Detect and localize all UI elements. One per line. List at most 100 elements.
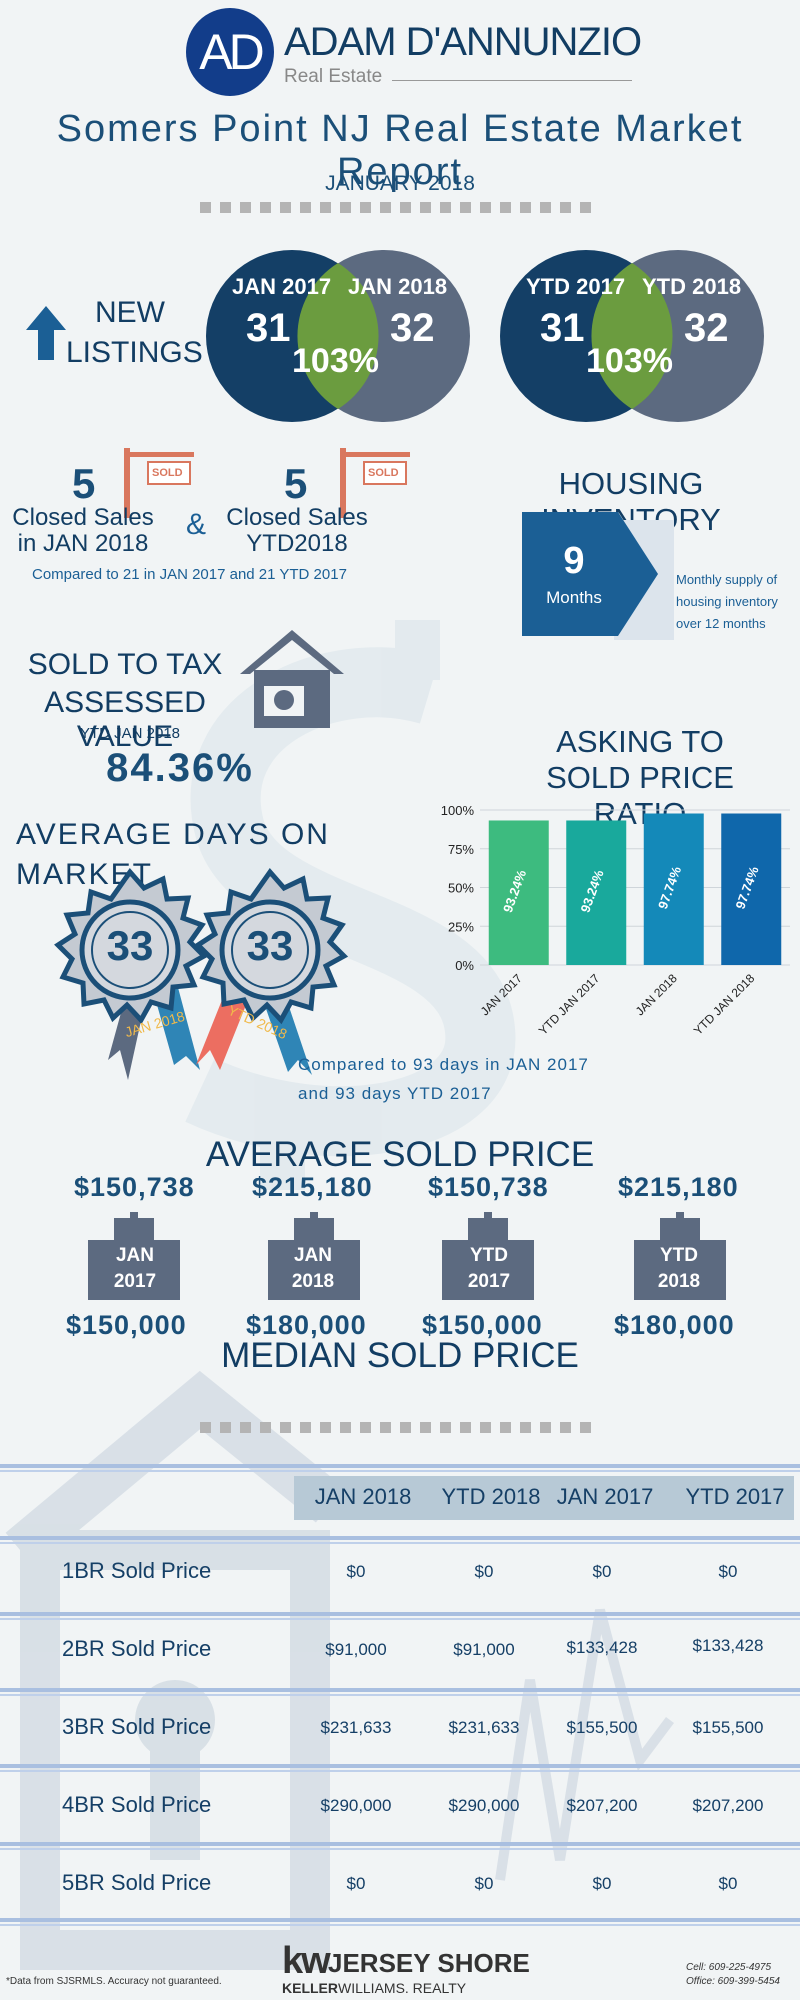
sold-sign-text-1: SOLD bbox=[152, 467, 183, 479]
bldg2-line2: 2018 bbox=[291, 1271, 335, 1292]
chart-category-label: JAN 2017 bbox=[478, 971, 525, 1018]
avg-price-2: $215,180 bbox=[252, 1172, 373, 1202]
closed-sales-month-line1: Closed Sales bbox=[12, 504, 154, 531]
building-icon bbox=[442, 1212, 534, 1300]
page-title: Somers Point NJ Real Estate Market Repor… bbox=[56, 108, 744, 193]
table-cell: $133,428 bbox=[692, 1636, 764, 1655]
bldg4-line2: 2018 bbox=[657, 1271, 701, 1292]
brand-logo: AD bbox=[186, 8, 274, 96]
building-icon bbox=[268, 1212, 360, 1300]
table-cell: $231,633 bbox=[448, 1718, 520, 1737]
chart-category-label: JAN 2018 bbox=[633, 971, 680, 1018]
venn1-right-label: JAN 2018 bbox=[348, 274, 448, 299]
table-cell: $155,500 bbox=[692, 1718, 764, 1737]
footer-brand-sub-b: WILLIAMS. REALTY bbox=[338, 1980, 467, 1996]
table-row-label: 1BR Sold Price bbox=[62, 1558, 212, 1583]
brand-initials: AD bbox=[199, 24, 264, 80]
closed-sales-ytd-line1: Closed Sales bbox=[226, 504, 368, 531]
inventory-desc-2: housing inventory bbox=[676, 594, 778, 609]
venn-ytd bbox=[500, 250, 764, 422]
venn1-left-label: JAN 2017 bbox=[232, 274, 332, 299]
days-badges bbox=[54, 867, 349, 1080]
table-cell: $0 bbox=[474, 1874, 494, 1893]
table-rule bbox=[0, 1542, 800, 1544]
brand-sub: Real Estate bbox=[284, 66, 383, 87]
days-title-1: AVERAGE DAYS ON bbox=[16, 818, 330, 851]
table-cell: $91,000 bbox=[325, 1640, 387, 1659]
table-cell: $207,200 bbox=[566, 1796, 638, 1815]
building-icon bbox=[634, 1212, 726, 1300]
table-cell: $0 bbox=[592, 1562, 612, 1581]
inventory-desc-3: over 12 months bbox=[676, 616, 766, 631]
new-listings-label-2: LISTINGS bbox=[66, 336, 203, 369]
days-compare-2: and 93 days YTD 2017 bbox=[298, 1084, 492, 1103]
venn2-left-value: 31 bbox=[540, 306, 585, 350]
avg-price-1: $150,738 bbox=[74, 1172, 195, 1202]
table-header-3: JAN 2017 bbox=[556, 1484, 654, 1509]
table-rule bbox=[0, 1464, 800, 1468]
venn2-pct: 103% bbox=[586, 342, 673, 380]
inventory-value: 9 bbox=[563, 540, 585, 582]
inventory-desc-1: Monthly supply of bbox=[676, 572, 778, 587]
badge2-value: 33 bbox=[246, 922, 294, 969]
table-header-bg bbox=[294, 1476, 794, 1520]
tax-title-2: ASSESSED VALUE bbox=[44, 686, 206, 753]
chart-ytick-label: 50% bbox=[448, 881, 474, 896]
badge1-value: 33 bbox=[106, 922, 154, 969]
new-listings-label-1: NEW bbox=[95, 296, 165, 329]
table-cell: $0 bbox=[474, 1562, 494, 1581]
footer-brand-sub: KELLERWILLIAMS. REALTY bbox=[282, 1980, 466, 1996]
dotted-divider-2 bbox=[200, 1422, 591, 1433]
footer-cell: Cell: 609-225-4975 bbox=[686, 1962, 772, 1973]
tax-value: 84.36% bbox=[106, 746, 254, 790]
venn-monthly bbox=[206, 250, 470, 422]
median-price-title: MEDIAN SOLD PRICE bbox=[221, 1336, 579, 1375]
table-rule bbox=[0, 1848, 800, 1850]
venn1-pct: 103% bbox=[292, 342, 379, 380]
report-date: JANUARY 2018 bbox=[325, 172, 475, 195]
footer-disclaimer: *Data from SJSRMLS. Accuracy not guarant… bbox=[6, 1976, 222, 1987]
median-price-1: $150,000 bbox=[66, 1310, 187, 1340]
table-cell: $0 bbox=[718, 1874, 738, 1893]
table-row-label: 5BR Sold Price bbox=[62, 1870, 212, 1895]
table-cell: $231,633 bbox=[320, 1718, 392, 1737]
tax-sub: YTD JAN 2018 bbox=[79, 725, 181, 742]
sold-sign-icon bbox=[340, 448, 410, 518]
sold-sign-text-2: SOLD bbox=[368, 467, 399, 479]
chart-category-label: YTD JAN 2017 bbox=[536, 971, 603, 1038]
venn1-right-value: 32 bbox=[390, 306, 435, 350]
bldg2-line1: JAN bbox=[293, 1245, 332, 1266]
median-price-3: $150,000 bbox=[422, 1310, 543, 1340]
table-rule bbox=[0, 1618, 800, 1620]
chart-title-1: ASKING TO bbox=[556, 724, 724, 759]
table-rule bbox=[0, 1470, 800, 1472]
table-rule bbox=[0, 1918, 800, 1922]
venn2-left-label: YTD 2017 bbox=[526, 274, 626, 299]
table-rule bbox=[0, 1536, 800, 1540]
table-cell: $0 bbox=[592, 1874, 612, 1893]
table-cell: $290,000 bbox=[320, 1796, 392, 1815]
table-cell: $133,428 bbox=[566, 1638, 638, 1657]
bldg1-line1: JAN bbox=[115, 1245, 154, 1266]
venn2-right-label: YTD 2018 bbox=[642, 274, 742, 299]
table-rule bbox=[0, 1770, 800, 1772]
up-arrow-icon bbox=[26, 306, 66, 360]
chart-bar bbox=[643, 813, 704, 965]
avg-price-title: AVERAGE SOLD PRICE bbox=[205, 1135, 595, 1174]
venn2-right-value: 32 bbox=[684, 306, 729, 350]
table-cell: $0 bbox=[346, 1874, 366, 1893]
house-icon bbox=[240, 630, 344, 728]
closed-sales-compare: Compared to 21 in JAN 2017 and 21 YTD 20… bbox=[32, 566, 347, 583]
table-cell: $0 bbox=[718, 1562, 738, 1581]
table-cell: $290,000 bbox=[448, 1796, 520, 1815]
table-rule bbox=[0, 1694, 800, 1696]
table-row-label: 2BR Sold Price bbox=[62, 1636, 212, 1661]
table-rule bbox=[0, 1612, 800, 1616]
footer-office: Office: 609-399-5454 bbox=[686, 1976, 780, 1987]
days-compare-1: Compared to 93 days in JAN 2017 bbox=[298, 1055, 589, 1074]
table-cell: $0 bbox=[346, 1562, 366, 1581]
venn1-left-value: 31 bbox=[246, 306, 291, 350]
chart-category-label: YTD JAN 2018 bbox=[691, 971, 758, 1038]
brand-underline bbox=[392, 80, 632, 81]
